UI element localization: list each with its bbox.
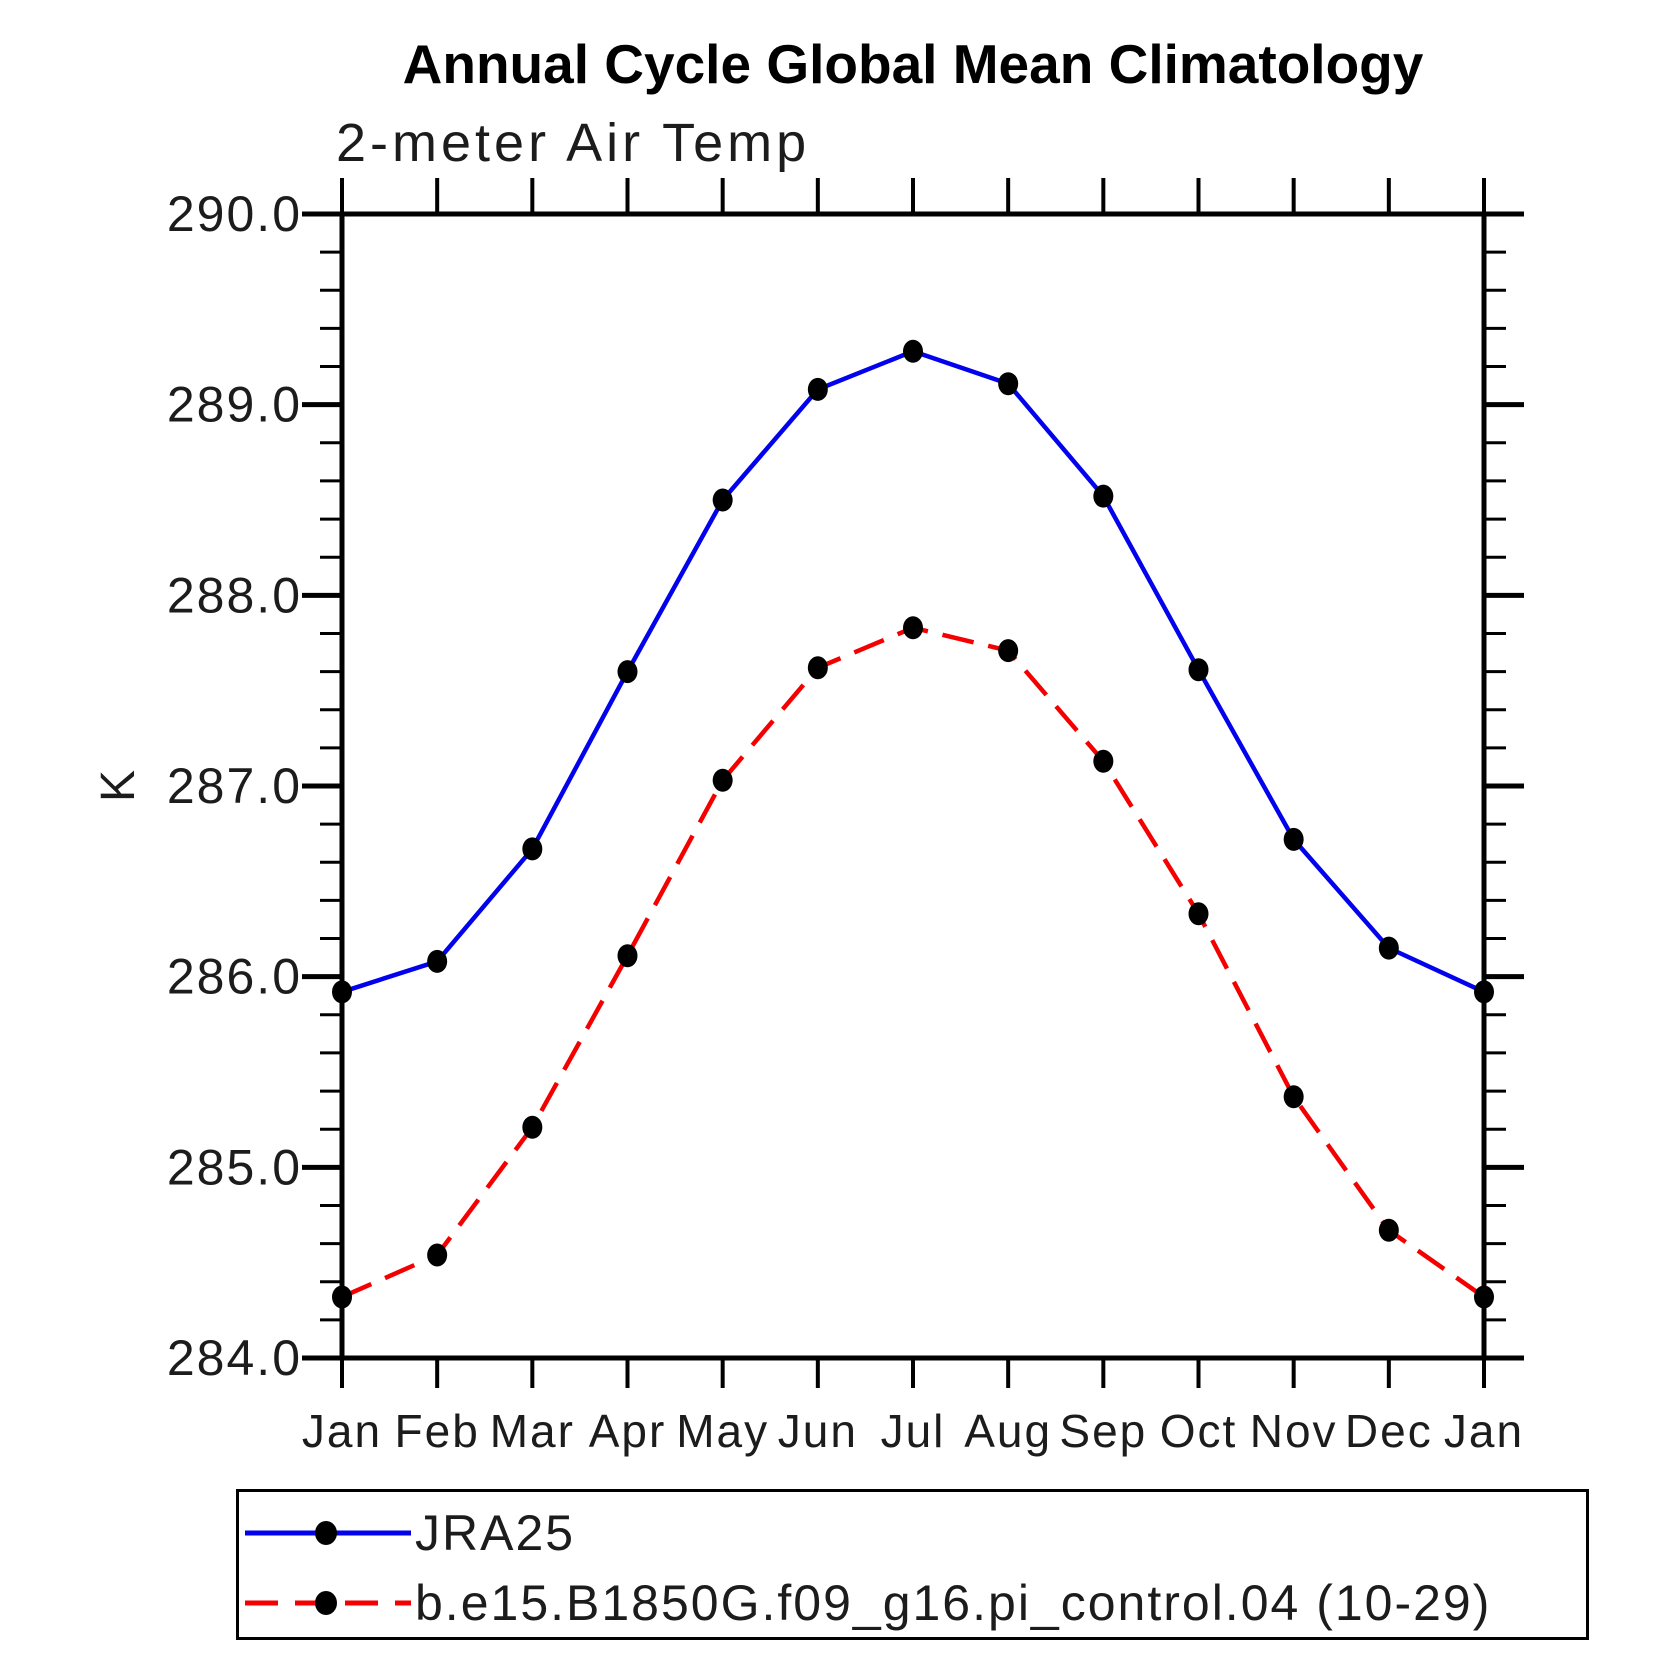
y-tick-label: 290.0: [167, 186, 302, 242]
legend-marker-dot: [315, 1521, 337, 1545]
legend-label-jra25: JRA25: [415, 1505, 576, 1561]
x-tick-label: May: [676, 1405, 769, 1457]
axes: [302, 178, 1524, 1388]
chart-subtitle: 2-meter Air Temp: [336, 113, 811, 173]
y-tick-label: 288.0: [167, 567, 302, 623]
y-tick-label: 287.0: [167, 758, 302, 814]
legend-label-model: b.e15.B1850G.f09_g16.pi_control.04 (10-2…: [415, 1575, 1492, 1631]
y-tick-label: 289.0: [167, 377, 302, 433]
x-tick-label: Dec: [1345, 1405, 1433, 1457]
x-tick-label: Jan: [302, 1405, 382, 1457]
x-tick-label: Feb: [395, 1405, 480, 1457]
legend-sample-dashed-line: [245, 1591, 411, 1615]
data-point-marker: [332, 980, 352, 1004]
y-tick-label: 285.0: [167, 1139, 302, 1195]
data-point-marker: [712, 768, 733, 792]
x-tick-labels: Jan Feb Mar Apr May Jun Jul Aug Sep Oct Nov Dec Jan: [302, 1405, 1524, 1457]
data-point-marker: [1093, 749, 1114, 773]
data-point-marker: [1378, 936, 1399, 960]
x-tick-label: Nov: [1250, 1405, 1338, 1457]
y-axis-label: K: [92, 770, 145, 802]
data-point-marker: [1283, 1085, 1304, 1109]
x-tick-label: Aug: [964, 1405, 1052, 1457]
chart-title: Annual Cycle Global Mean Climatology: [402, 33, 1424, 95]
data-point-marker: [903, 339, 923, 363]
x-tick-label: Sep: [1059, 1405, 1147, 1457]
x-tick-label: Oct: [1160, 1405, 1238, 1457]
data-point-marker: [1188, 658, 1209, 682]
y-tick-label: 284.0: [167, 1330, 302, 1386]
data-point-marker: [1283, 827, 1304, 851]
x-tick-label: Jul: [881, 1405, 946, 1457]
data-point-marker: [1474, 980, 1494, 1004]
x-tick-label: Apr: [589, 1405, 667, 1457]
data-point-marker: [998, 639, 1019, 663]
x-tick-label: Mar: [490, 1405, 575, 1457]
data-point-marker: [427, 949, 448, 973]
legend: JRA25 b.e15.B1850G.f09_g16.pi_control.04…: [236, 1489, 1589, 1640]
y-tick-labels: 290.0 289.0 288.0 287.0 286.0 285.0 284.0: [167, 186, 302, 1386]
data-point-marker: [522, 837, 543, 861]
data-point-marker: [427, 1243, 448, 1267]
legend-item-model: b.e15.B1850G.f09_g16.pi_control.04 (10-2…: [239, 1578, 1491, 1628]
legend-item-jra25: JRA25: [239, 1508, 575, 1558]
data-point-marker: [522, 1115, 543, 1139]
data-point-marker: [617, 660, 638, 684]
data-point-marker: [807, 656, 828, 680]
series-model: [332, 616, 1494, 1309]
series-jra25: [332, 339, 1494, 1004]
data-point-marker: [617, 944, 638, 968]
data-point-marker: [998, 372, 1019, 396]
data-point-marker: [807, 377, 828, 401]
data-point-marker: [1093, 484, 1114, 508]
x-tick-label: Jan: [1444, 1405, 1524, 1457]
data-point-marker: [903, 616, 923, 640]
data-point-marker: [712, 488, 733, 512]
legend-sample-solid-line: [245, 1521, 411, 1545]
data-point-marker: [1474, 1285, 1494, 1309]
data-point-marker: [1188, 902, 1209, 926]
legend-marker-dot: [315, 1591, 337, 1615]
data-point-marker: [332, 1285, 352, 1309]
data-point-marker: [1378, 1218, 1399, 1242]
y-tick-label: 286.0: [167, 949, 302, 1005]
x-tick-label: Jun: [778, 1405, 858, 1457]
